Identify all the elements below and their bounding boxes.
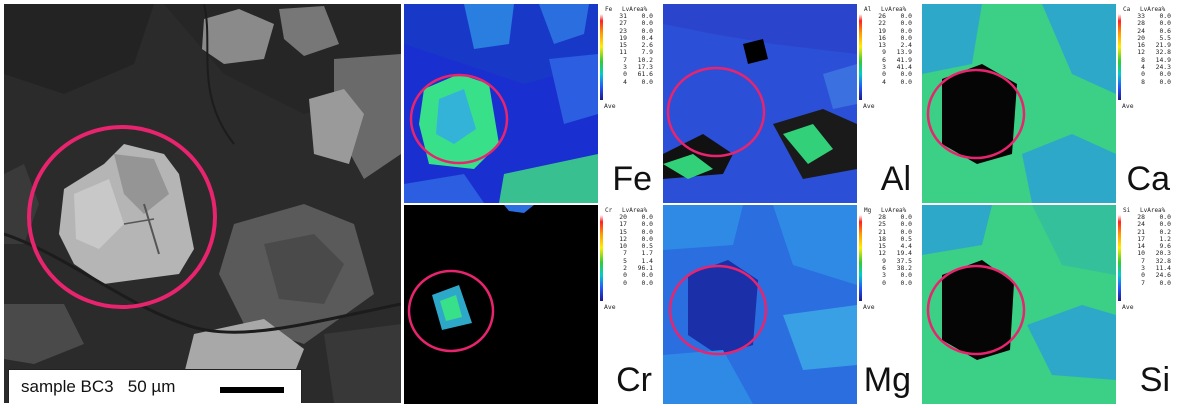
al-map bbox=[663, 4, 857, 203]
ca-legend-element: Ca bbox=[1123, 6, 1131, 13]
al-legend-element: Al bbox=[864, 6, 872, 13]
mg-legend: Mg LvArea% 28 25 21 18 15 12 9 6 3 0 0.0 0.0 0.0 0.5… bbox=[857, 205, 921, 404]
fe-legend-header: LvArea% bbox=[622, 6, 648, 13]
al-legend-header: LvArea% bbox=[881, 6, 907, 13]
cr-legend: Cr LvArea% 20 17 15 12 10 7 5 2 0 0 0.0 0.0 0.0 0.0 0… bbox=[598, 205, 662, 404]
map-panel-ca: Ca LvArea% 33 28 24 20 16 12 8 4 0 8 0.0 0.0 0.6 5.5… bbox=[922, 4, 1180, 203]
ca-symbol: Ca bbox=[1126, 160, 1170, 198]
si-symbol: Si bbox=[1139, 361, 1170, 399]
fe-map bbox=[404, 4, 598, 203]
cr-symbol: Cr bbox=[616, 361, 652, 399]
bse-image: sample BC3 50 µm bbox=[4, 4, 401, 403]
mg-legend-element: Mg bbox=[864, 207, 872, 214]
map-panel-mg: Mg LvArea% 28 25 21 18 15 12 9 6 3 0 0.0 0.0 0.0 0.5… bbox=[663, 205, 921, 404]
fe-legend-element: Fe bbox=[605, 6, 613, 13]
mg-symbol: Mg bbox=[863, 361, 911, 399]
mg-map bbox=[663, 205, 857, 404]
bse-texture bbox=[4, 4, 401, 403]
map-panel-al: Al LvArea% 26 22 19 16 13 9 6 3 0 4 0.0 0.0 0.0 0.0 2… bbox=[663, 4, 921, 203]
ca-legend-header: LvArea% bbox=[1140, 6, 1166, 13]
al-ave-label: Ave bbox=[863, 102, 875, 110]
map-panel-cr: Cr LvArea% 20 17 15 12 10 7 5 2 0 0 0.0 0.0 0.0 0.0 0… bbox=[404, 205, 662, 404]
cr-legend-element: Cr bbox=[605, 207, 613, 214]
ca-legend: Ca LvArea% 33 28 24 20 16 12 8 4 0 8 0.0 0.0 0.6 5.5… bbox=[1116, 4, 1180, 203]
fe-symbol: Fe bbox=[612, 160, 652, 198]
scale-box: sample BC3 50 µm bbox=[8, 369, 302, 403]
si-ave-label: Ave bbox=[1122, 303, 1134, 311]
mg-legend-header: LvArea% bbox=[881, 207, 907, 214]
ca-ave-label: Ave bbox=[1122, 102, 1134, 110]
si-map bbox=[922, 205, 1116, 404]
scale-bar bbox=[220, 387, 284, 393]
highlight-circle bbox=[27, 125, 217, 309]
cr-legend-header: LvArea% bbox=[622, 207, 648, 214]
mg-ave-label: Ave bbox=[863, 303, 875, 311]
al-legend: Al LvArea% 26 22 19 16 13 9 6 3 0 4 0.0 0.0 0.0 0.0 2… bbox=[857, 4, 921, 203]
map-panel-fe: Fe LvArea% 31 27 23 19 15 11 7 3 0 4 0.0 0.0 0.0 0.4… bbox=[404, 4, 662, 203]
fe-legend: Fe LvArea% 31 27 23 19 15 11 7 3 0 4 0.0 0.0 0.0 0.4… bbox=[598, 4, 662, 203]
map-panel-si: Si LvArea% 28 24 21 17 14 10 7 3 0 7 0.0 0.0 0.2 1.2… bbox=[922, 205, 1180, 404]
cr-ave-label: Ave bbox=[604, 303, 616, 311]
si-legend-element: Si bbox=[1123, 207, 1131, 214]
si-legend: Si LvArea% 28 24 21 17 14 10 7 3 0 7 0.0 0.0 0.2 1.2… bbox=[1116, 205, 1180, 404]
si-legend-header: LvArea% bbox=[1140, 207, 1166, 214]
fe-ave-label: Ave bbox=[604, 102, 616, 110]
ca-map bbox=[922, 4, 1116, 203]
cr-map bbox=[404, 205, 598, 404]
scale-label: sample BC3 50 µm bbox=[21, 377, 176, 396]
al-symbol: Al bbox=[880, 160, 911, 198]
